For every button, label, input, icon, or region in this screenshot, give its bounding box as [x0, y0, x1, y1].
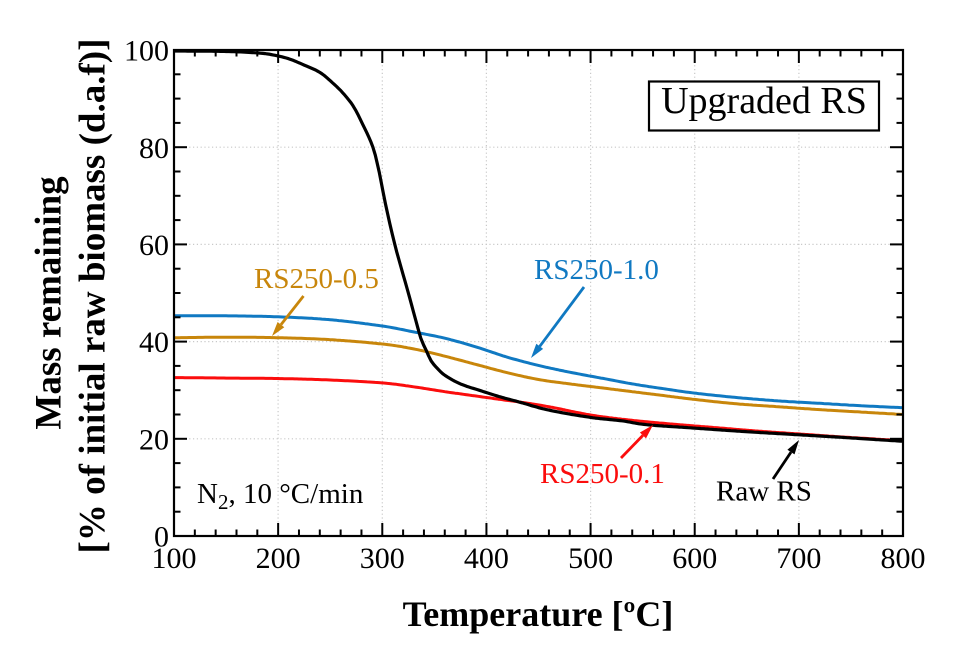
- svg-text:300: 300: [360, 542, 405, 575]
- svg-text:600: 600: [672, 542, 717, 575]
- svg-text:80: 80: [139, 132, 169, 165]
- svg-text:Upgraded RS: Upgraded RS: [661, 80, 867, 122]
- svg-text:RS250-0.5: RS250-0.5: [254, 263, 379, 295]
- svg-text:100: 100: [124, 35, 169, 68]
- svg-text:700: 700: [776, 542, 821, 575]
- svg-text:40: 40: [139, 326, 169, 359]
- svg-text:[% of initial raw biomass (d.a: [% of initial raw biomass (d.a.f)]: [73, 39, 114, 554]
- svg-text:0: 0: [154, 521, 169, 554]
- svg-text:RS250-1.0: RS250-1.0: [534, 254, 659, 286]
- svg-text:200: 200: [256, 542, 301, 575]
- svg-text:Mass remaining: Mass remaining: [29, 176, 70, 430]
- svg-text:RS250-0.1: RS250-0.1: [540, 458, 665, 490]
- svg-text:400: 400: [464, 542, 509, 575]
- svg-text:20: 20: [139, 423, 169, 456]
- svg-text:100: 100: [152, 542, 197, 575]
- svg-text:Raw RS: Raw RS: [716, 476, 812, 508]
- svg-text:500: 500: [568, 542, 613, 575]
- svg-text:800: 800: [881, 542, 926, 575]
- svg-text:Temperature [ºC]: Temperature [ºC]: [403, 594, 674, 634]
- svg-text:60: 60: [139, 229, 169, 262]
